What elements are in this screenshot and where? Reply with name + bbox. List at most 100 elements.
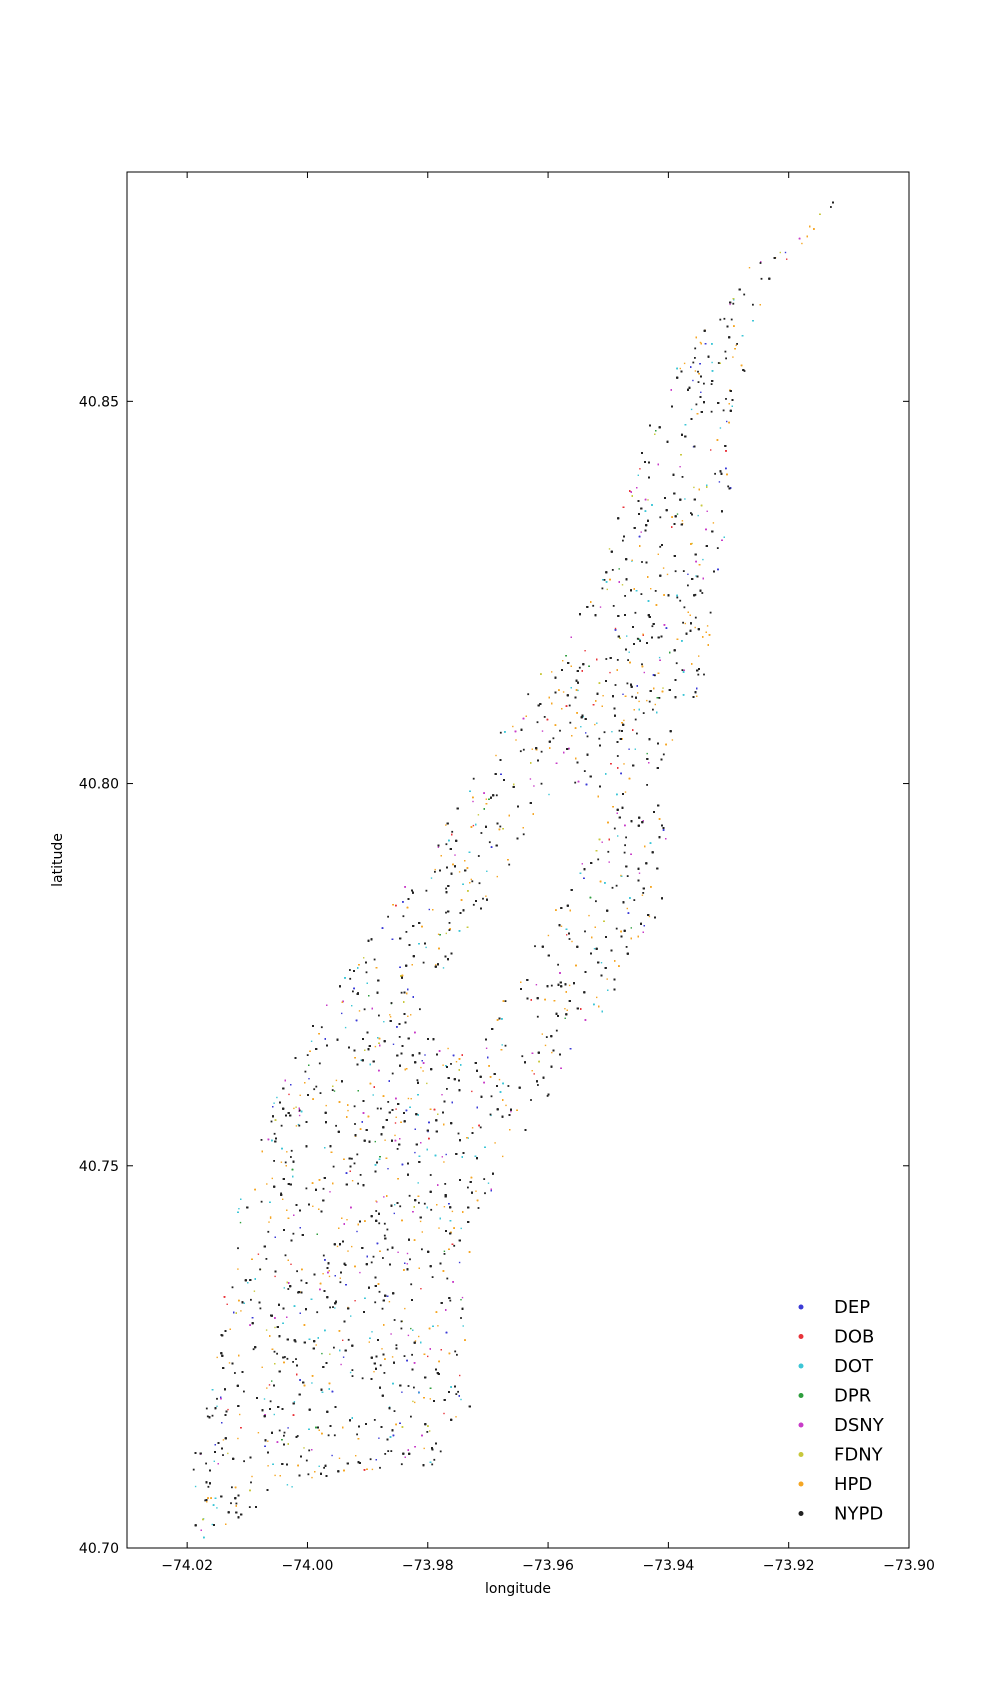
data-point [442, 1064, 444, 1066]
data-point [328, 1382, 331, 1385]
data-point [586, 735, 589, 738]
data-point [237, 1268, 239, 1270]
data-point [488, 1065, 490, 1067]
data-point [642, 820, 644, 822]
data-point [339, 1281, 342, 1284]
data-point [625, 946, 628, 948]
data-point [519, 750, 522, 753]
data-point [477, 1207, 480, 1209]
data-point [376, 1107, 379, 1110]
data-point [618, 581, 620, 583]
data-point [395, 904, 397, 907]
data-point [609, 578, 611, 581]
data-point [596, 996, 598, 999]
data-point [332, 1306, 334, 1308]
data-point [315, 1426, 317, 1429]
data-point [583, 770, 586, 772]
data-point [353, 1162, 356, 1165]
data-point [496, 875, 498, 878]
data-point [621, 722, 623, 724]
data-point [400, 1320, 403, 1323]
data-point [429, 1174, 432, 1176]
data-point [269, 1400, 272, 1403]
data-point [603, 920, 605, 922]
data-point [412, 1329, 414, 1331]
data-point [416, 1079, 419, 1082]
data-point [381, 1307, 384, 1310]
data-point [425, 889, 428, 892]
data-point [659, 659, 661, 661]
data-point [725, 450, 727, 452]
data-point [321, 1352, 323, 1355]
data-point [706, 510, 708, 512]
data-point [428, 1137, 430, 1140]
data-point [691, 542, 693, 545]
data-point [203, 1536, 205, 1539]
data-point [234, 1372, 236, 1374]
data-point [406, 1068, 408, 1070]
data-point [584, 650, 586, 652]
data-point [607, 821, 609, 824]
data-point [616, 755, 619, 757]
data-point [698, 373, 700, 375]
data-point [605, 773, 607, 775]
data-point [680, 454, 682, 456]
data-point [495, 794, 498, 797]
data-point [351, 1369, 354, 1371]
data-point [318, 1062, 321, 1065]
data-point [372, 1255, 375, 1258]
data-point [225, 1523, 227, 1525]
data-point [653, 687, 655, 690]
data-point [624, 824, 626, 827]
data-point [353, 1105, 356, 1108]
data-point [610, 763, 612, 765]
data-point [354, 1123, 356, 1125]
data-point [651, 625, 654, 628]
data-point [366, 1468, 368, 1470]
data-point [328, 1388, 330, 1390]
data-point [228, 1362, 231, 1364]
data-point [211, 1523, 213, 1526]
data-point [443, 1161, 445, 1163]
data-point [759, 262, 762, 264]
data-point [633, 588, 635, 590]
data-point [414, 1340, 417, 1342]
data-point [692, 361, 695, 364]
data-point [683, 606, 686, 609]
data-point [282, 1198, 284, 1200]
data-point [194, 1485, 197, 1488]
data-point [466, 926, 469, 928]
data-point [521, 1055, 524, 1058]
data-point [263, 1398, 266, 1400]
data-point [414, 1401, 416, 1404]
data-point [616, 659, 619, 661]
data-point [427, 1425, 429, 1427]
data-point [324, 1038, 326, 1040]
data-point [655, 430, 657, 432]
data-point [318, 1179, 321, 1181]
data-point [391, 938, 394, 940]
data-point [406, 1359, 408, 1362]
data-point [732, 302, 735, 305]
data-point [418, 1267, 420, 1269]
data-point [462, 1325, 464, 1327]
data-point [396, 1148, 399, 1150]
data-point [382, 1095, 385, 1097]
data-point [386, 1195, 388, 1197]
data-point [484, 1192, 486, 1195]
data-point [530, 999, 532, 1001]
data-point [387, 1101, 390, 1103]
data-point [614, 960, 616, 962]
data-point [638, 700, 640, 703]
data-point [399, 966, 401, 968]
data-point [388, 1301, 391, 1303]
data-point [422, 1070, 424, 1072]
data-point [594, 926, 596, 928]
data-point [452, 1054, 455, 1057]
data-point [286, 1281, 288, 1284]
data-point [428, 1327, 431, 1330]
data-point [267, 1138, 270, 1141]
data-point [409, 1106, 411, 1108]
data-point [550, 984, 553, 987]
